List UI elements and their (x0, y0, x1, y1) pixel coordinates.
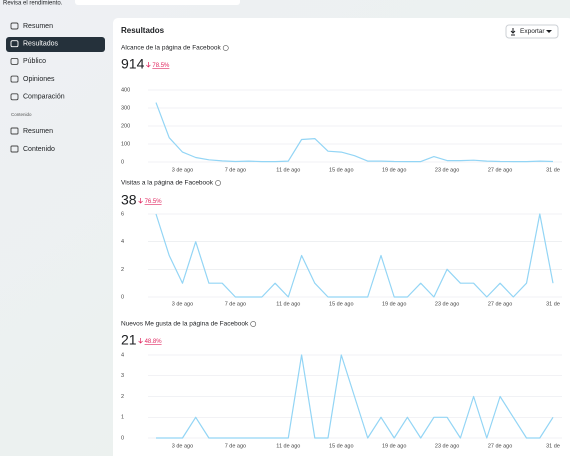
nav-item[interactable]: Resultados (23, 41, 59, 48)
x-tick-label: 11 de ago (276, 167, 300, 173)
nav-item[interactable]: Resumen (23, 23, 53, 30)
x-tick-label: 31 de (546, 167, 560, 173)
x-tick-label: 31 de (546, 301, 560, 307)
y-tick-label: 4 (121, 239, 124, 245)
line (156, 354, 554, 439)
x-tick-label: 31 de (546, 443, 560, 449)
x-tick-label: 19 de ago (382, 443, 406, 449)
x-tick-label: 23 de ago (435, 443, 459, 449)
export-label: Exportar (520, 28, 545, 35)
x-tick-label: 7 de ago (225, 301, 246, 307)
x-tick-label: 7 de ago (225, 167, 246, 173)
y-tick-label: 4 (121, 352, 124, 358)
nav-icon (10, 40, 19, 48)
change: 48.8% (145, 339, 163, 345)
y-tick-label: 400 (121, 87, 130, 93)
nav-item[interactable]: Comparación (23, 94, 65, 101)
panel (113, 18, 570, 456)
x-tick-label: 19 de ago (382, 301, 406, 307)
x-tick-label: 15 de ago (329, 443, 353, 449)
nav-icon (10, 127, 19, 135)
down-arrow (146, 62, 151, 68)
y-tick-label: 0 (121, 159, 124, 165)
chart-title: Visitas a la página de Facebook (121, 180, 214, 187)
search-box[interactable] (75, 0, 240, 5)
nav-icon (10, 145, 19, 153)
x-tick-label: 23 de ago (435, 301, 459, 307)
chart-title: Alcance de la página de Facebook (121, 45, 221, 52)
nav-icon (10, 57, 19, 65)
down-arrow (138, 338, 143, 344)
down-arrow (138, 198, 143, 204)
total: 38 (121, 192, 137, 208)
x-tick-label: 11 de ago (276, 301, 300, 307)
x-tick-label: 15 de ago (329, 167, 353, 173)
x-tick-label: 23 de ago (435, 167, 459, 173)
sidebar: Resumen Resultados Público Opiniones Compara… (6, 22, 105, 153)
export-button[interactable] (505, 24, 559, 39)
nav-section: Contenido (11, 112, 32, 117)
y-tick-label: 2 (121, 394, 124, 400)
info-icon (215, 180, 221, 186)
nav-icon (10, 22, 19, 30)
panel-title: Resultados (121, 26, 165, 35)
nav-icon (10, 93, 19, 101)
nav-item[interactable]: Contenido (23, 146, 55, 153)
x-tick-label: 3 de ago (172, 167, 193, 173)
change: 78.5% (152, 63, 170, 69)
y-tick-label: 0 (121, 294, 124, 300)
x-tick-label: 3 de ago (172, 301, 193, 307)
x-tick-label: 27 de ago (488, 443, 512, 449)
top-text: Revisa el rendimiento. (3, 1, 63, 7)
dropdown-arrow (546, 30, 552, 33)
y-tick-label: 0 (121, 435, 124, 441)
x-tick-label: 15 de ago (329, 301, 353, 307)
nav-selected (6, 37, 105, 52)
y-tick-label: 100 (121, 141, 130, 147)
y-tick-label: 6 (121, 211, 124, 217)
total: 21 (121, 332, 137, 348)
y-tick-label: 200 (121, 123, 130, 129)
x-tick-label: 27 de ago (488, 167, 512, 173)
info-icon (250, 321, 257, 327)
total: 914 (121, 56, 145, 72)
info-icon (222, 45, 229, 51)
y-tick-label: 1 (121, 415, 124, 421)
y-tick-label: 2 (121, 267, 124, 273)
change: 76.5% (145, 199, 163, 205)
x-tick-label: 19 de ago (382, 167, 406, 173)
x-tick-label: 11 de ago (276, 443, 300, 449)
x-tick-label: 3 de ago (172, 443, 193, 449)
export-icon (510, 28, 516, 36)
nav-item[interactable]: Resumen (23, 128, 53, 135)
line (155, 213, 554, 298)
x-tick-label: 27 de ago (488, 301, 512, 307)
nav-item[interactable]: Opiniones (23, 76, 55, 83)
x-tick-label: 7 de ago (225, 443, 246, 449)
chart-title: Nuevos Me gusta de la página de Facebook (121, 321, 249, 328)
y-tick-label: 300 (121, 105, 130, 111)
line (155, 102, 554, 163)
nav-item[interactable]: Público (23, 58, 46, 65)
nav-icon (10, 75, 19, 83)
y-tick-label: 3 (121, 373, 124, 379)
